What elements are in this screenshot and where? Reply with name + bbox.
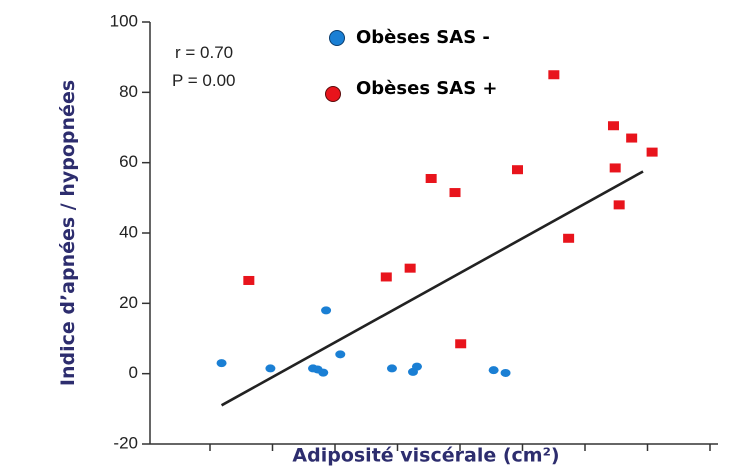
point-sas-negative-11 [500, 368, 511, 377]
point-sas-positive-1 [380, 272, 392, 282]
point-sas-positive-9 [607, 121, 619, 131]
legend-marker-sas-positive [325, 86, 341, 102]
point-sas-negative-10 [488, 366, 499, 375]
legend-label-sas-negative: Obèses SAS - [356, 27, 490, 48]
point-sas-positive-0 [243, 275, 255, 285]
point-sas-positive-4 [449, 188, 461, 198]
point-sas-positive-5 [455, 339, 467, 349]
point-sas-negative-0 [216, 359, 227, 368]
point-sas-negative-6 [335, 350, 346, 359]
legend-label-sas-positive: Obèses SAS + [356, 78, 498, 99]
point-sas-positive-13 [646, 147, 658, 157]
x-axis-title: Adiposité viscérale (cm²) [292, 445, 559, 467]
point-sas-negative-4 [318, 368, 329, 377]
point-sas-positive-7 [548, 70, 560, 80]
point-sas-positive-10 [609, 163, 621, 173]
r-value-label: r = 0.70 [175, 43, 233, 62]
point-sas-negative-9 [411, 362, 422, 371]
point-sas-positive-6 [511, 165, 523, 175]
y-tick-label-5: 80 [119, 82, 138, 101]
trendline-group [220, 170, 644, 407]
legend-marker-sas-negative [329, 30, 345, 46]
y-tick-label-1: 0 [129, 363, 138, 382]
y-tick-label-6: 100 [110, 11, 138, 30]
y-tick-label-4: 60 [119, 152, 138, 171]
point-sas-positive-3 [425, 173, 437, 183]
point-sas-positive-2 [404, 263, 416, 273]
p-value-label: P = 0.00 [172, 71, 236, 90]
y-axis-title: Indice d’apnées / hypopnées [57, 80, 79, 386]
data-points [216, 70, 658, 377]
point-sas-negative-1 [265, 364, 276, 373]
trendline [220, 170, 644, 407]
point-sas-positive-11 [613, 200, 625, 210]
point-sas-positive-12 [626, 133, 638, 143]
point-sas-negative-5 [321, 306, 332, 315]
point-sas-positive-8 [563, 233, 575, 243]
y-ticks: -20 0 20 40 60 80 100 [110, 11, 150, 452]
legend: Obèses SAS - Obèses SAS + [325, 27, 498, 102]
x-ticks [209, 444, 711, 451]
y-tick-label-0: -20 [113, 433, 138, 452]
point-sas-negative-7 [386, 364, 397, 373]
y-tick-label-3: 40 [119, 222, 138, 241]
y-tick-label-2: 20 [119, 293, 138, 312]
